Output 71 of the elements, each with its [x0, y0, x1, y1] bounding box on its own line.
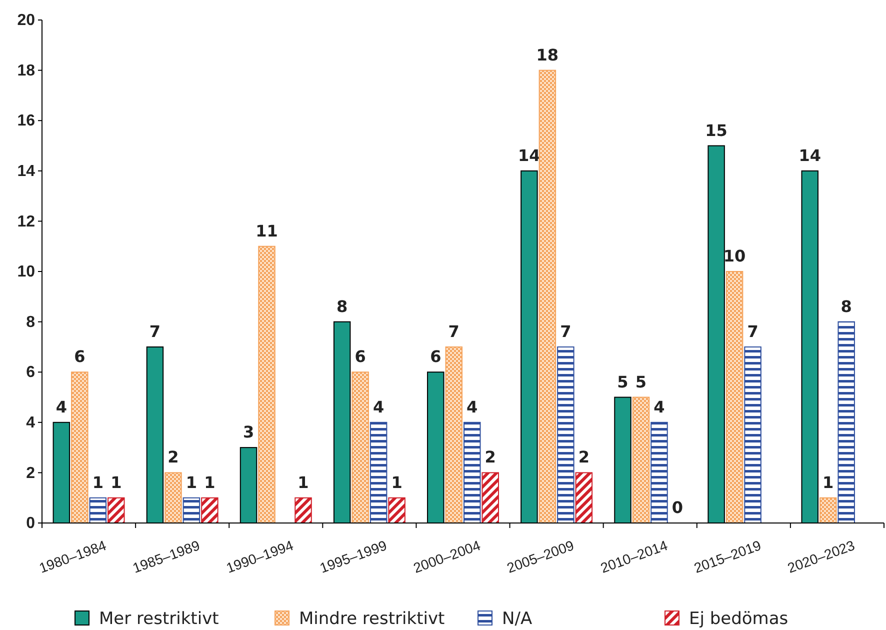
- data-label: 7: [560, 322, 572, 341]
- data-label: 4: [372, 397, 384, 416]
- data-label: 15: [705, 120, 728, 140]
- data-label: 11: [256, 221, 278, 240]
- legend-label: N/A: [502, 609, 532, 629]
- bar: [726, 271, 744, 524]
- y-tick-label: 16: [17, 112, 36, 130]
- data-label: 18: [536, 45, 559, 64]
- bar: [538, 70, 556, 524]
- bar: [108, 497, 125, 524]
- y-tick-label: 12: [17, 213, 36, 230]
- data-label: 1: [391, 472, 402, 492]
- data-label: 3: [242, 422, 254, 442]
- y-tick-label: 4: [26, 414, 36, 432]
- y-tick-label: 8: [26, 314, 36, 331]
- data-label: 1: [110, 472, 122, 492]
- data-label: 14: [798, 146, 821, 165]
- bar: [744, 346, 762, 524]
- legend-label: Mer restriktivt: [99, 609, 220, 629]
- bar: [632, 396, 650, 524]
- legend-label: Ej bedömas: [689, 609, 788, 629]
- y-tick-label: 20: [17, 12, 36, 30]
- y-tick-label: 6: [26, 364, 36, 382]
- data-label: 4: [466, 397, 478, 416]
- data-label: 2: [484, 448, 496, 467]
- y-tick-label: 14: [17, 163, 36, 180]
- data-label: 8: [336, 296, 348, 316]
- bar: [352, 372, 369, 524]
- data-label: 7: [448, 322, 460, 341]
- bar: [258, 246, 276, 524]
- data-label: 1: [186, 472, 198, 492]
- data-label: 14: [518, 146, 540, 165]
- bar: [464, 422, 481, 524]
- bar: [482, 472, 499, 524]
- bar: [575, 472, 593, 524]
- bar: [201, 497, 218, 524]
- data-label: 5: [635, 372, 647, 392]
- data-label: 5: [617, 372, 628, 392]
- data-label: 2: [578, 448, 590, 467]
- data-label: 8: [840, 296, 852, 316]
- bar: [89, 497, 107, 524]
- data-label: 4: [56, 397, 67, 416]
- bar: [557, 346, 574, 524]
- bar: [294, 497, 312, 524]
- bar: [445, 346, 462, 524]
- bar: [370, 422, 388, 524]
- data-label: 6: [430, 347, 442, 366]
- data-label: 7: [149, 322, 161, 341]
- bar: [388, 497, 406, 524]
- bar: [650, 422, 668, 524]
- bar: [838, 321, 855, 524]
- data-label: 1: [92, 472, 104, 492]
- data-label: 1: [204, 472, 216, 492]
- data-label: 4: [654, 397, 665, 416]
- data-label: 6: [354, 347, 366, 366]
- data-label: 2: [168, 448, 179, 467]
- y-tick-label: 2: [26, 464, 36, 482]
- y-tick-label: 10: [17, 264, 36, 281]
- legend-label: Mindre restriktivt: [299, 609, 446, 629]
- data-label: 1: [822, 472, 834, 492]
- data-label: 6: [74, 347, 86, 366]
- y-tick-label: 0: [26, 515, 36, 532]
- data-label: 0: [672, 498, 684, 517]
- bar: [819, 497, 837, 524]
- data-label: 7: [747, 322, 758, 341]
- data-label: 1: [298, 472, 309, 492]
- bar: [164, 472, 182, 524]
- y-tick-label: 18: [17, 62, 36, 80]
- bar: [182, 497, 200, 524]
- bar: [71, 372, 88, 524]
- data-label: 10: [723, 246, 746, 266]
